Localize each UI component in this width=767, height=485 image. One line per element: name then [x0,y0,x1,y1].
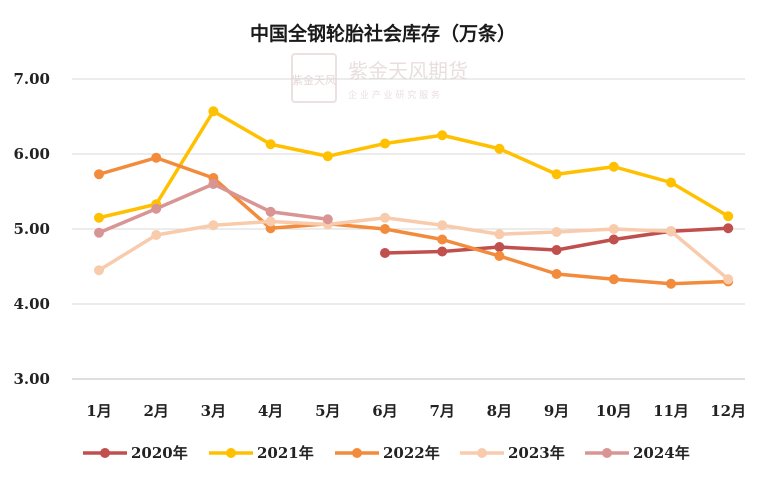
data-point [380,224,390,234]
legend-label: 2021年 [257,444,314,462]
series-layer [94,106,734,289]
x-tick-label: 9月 [544,402,569,420]
series-line [97,216,730,281]
series-2021年 [94,106,734,223]
legend-item: 2020年 [83,444,188,462]
legend-label: 2023年 [508,444,565,462]
series-line [97,109,730,220]
legend: 2020年 2021年 2022年 2023年 2024年 [83,444,690,462]
series-2024年 [94,179,333,238]
x-tick-label: 4月 [258,402,283,420]
watermark-slogan: 企 业 产 业 研 究 服 务 [348,89,440,101]
data-point [494,242,505,252]
x-tick-label: 8月 [487,402,512,420]
y-tick-label: 7.00 [13,70,50,88]
legend-item: 2022年 [335,444,440,462]
data-point [151,152,162,163]
chart-title: 中国全钢轮胎社会库存（万条） [250,22,516,45]
legend-label: 2020年 [131,444,188,462]
legend-swatch-marker [352,448,362,458]
x-tick-label: 3月 [201,402,226,420]
data-point [551,269,562,279]
data-point [380,212,390,223]
data-point [494,251,505,261]
data-point [723,211,734,222]
data-point [437,246,448,257]
data-point [265,216,276,227]
data-point [322,151,333,162]
data-point [494,229,505,240]
data-point [94,169,104,180]
data-point [608,161,619,172]
data-point [208,220,219,231]
x-tick-label: 1月 [86,402,111,420]
data-point [208,106,219,117]
data-point [608,274,619,285]
data-point [380,248,390,258]
series-2023年 [94,212,734,285]
x-tick-label: 5月 [315,402,340,420]
watermark: 紫金天风 紫金天风期货 企 业 产 业 研 究 服 务 [291,53,468,103]
x-tick-label: 7月 [429,402,454,420]
data-point [151,230,162,240]
x-axis: 1月 2月 3月 4月 5月 6月 7月 8月 9月 10月 11月 12月 [86,402,746,420]
data-point [437,130,448,141]
y-tick-label: 6.00 [13,145,50,163]
data-point [666,278,676,289]
legend-swatch-marker [477,448,487,458]
data-point [437,220,448,231]
x-tick-label: 2月 [143,402,168,420]
data-point [608,224,619,234]
data-point [94,227,104,238]
legend-item: 2024年 [585,444,690,462]
x-tick-label: 11月 [653,402,689,420]
legend-swatch-marker [100,448,110,458]
data-point [723,223,734,234]
y-tick-label: 3.00 [13,370,50,388]
y-axis: 3.00 4.00 5.00 6.00 7.00 [13,70,50,388]
y-tick-label: 5.00 [13,220,50,238]
watermark-seal-icon [291,53,337,103]
data-point [551,227,562,237]
data-point [151,203,162,214]
data-point [208,179,219,189]
data-point [551,169,562,180]
x-tick-label: 6月 [372,402,397,420]
legend-item: 2023年 [460,444,565,462]
legend-item: 2021年 [209,444,314,462]
data-point [322,214,333,225]
data-point [666,226,676,237]
legend-swatch-marker [226,448,236,458]
data-point [94,265,104,276]
x-tick-label: 10月 [596,402,632,420]
legend-label: 2022年 [383,444,440,462]
x-tick-label: 12月 [710,402,746,420]
y-tick-label: 4.00 [13,295,50,313]
series-line [97,156,730,286]
data-point [551,245,562,255]
watermark-seal-text: 紫金天风 [292,73,336,87]
legend-label: 2024年 [633,444,690,462]
data-point [265,206,276,217]
data-point [666,177,676,188]
data-point [265,139,276,150]
data-point [380,138,390,149]
data-point [608,234,619,245]
data-point [94,212,104,223]
data-point [437,234,448,245]
data-point [494,143,505,154]
data-point [723,274,734,285]
legend-swatch-marker [602,448,612,458]
